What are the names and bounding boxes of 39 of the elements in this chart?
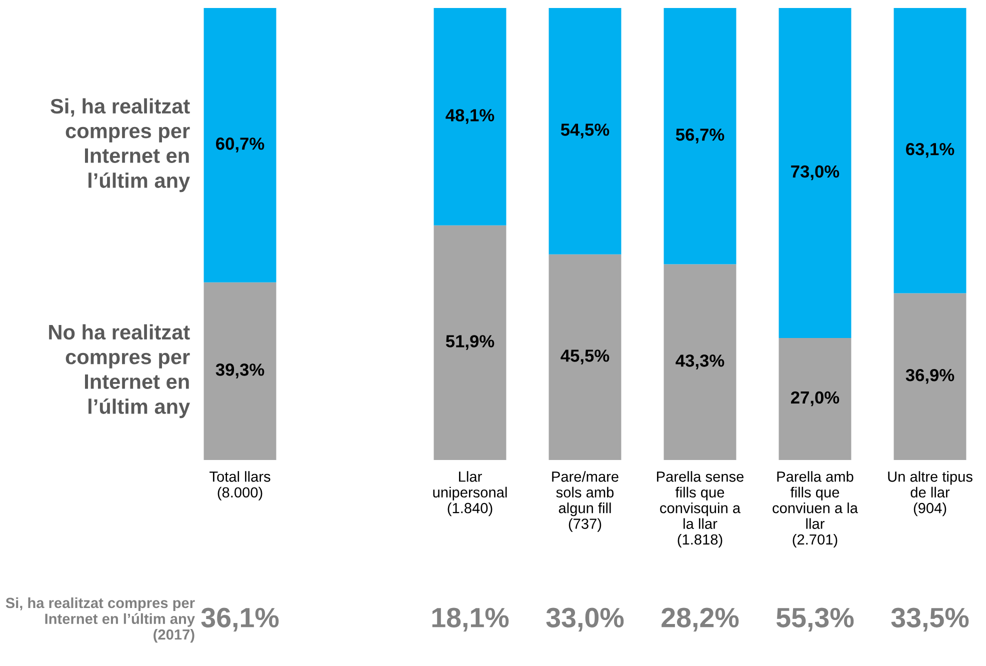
x-tick-label: Total llars (8.000) bbox=[210, 471, 270, 500]
data-label: 48,1% bbox=[446, 109, 494, 124]
text: 18,1% bbox=[432, 608, 509, 632]
data-label: 56,7% bbox=[676, 128, 724, 144]
bar bbox=[894, 8, 966, 294]
text: 33,0% bbox=[546, 608, 624, 632]
bar bbox=[434, 225, 506, 460]
data-label: 54,5% bbox=[560, 124, 610, 138]
bar bbox=[894, 293, 966, 460]
bar bbox=[434, 8, 506, 226]
series-label: No ha realitzat compres per Internet en l’últim any bbox=[49, 324, 190, 418]
bar bbox=[204, 282, 276, 460]
text: 36,1% bbox=[201, 608, 279, 632]
bar bbox=[664, 264, 736, 460]
series-label: Si, ha realitzat compres per Internet en l’últim any bbox=[50, 98, 190, 192]
x-tick-label: Un altre tipus de llar (904) bbox=[888, 471, 972, 516]
x-tick-label: Pare/mare sols amb algun fill (737) bbox=[552, 471, 618, 532]
data-label: 63,1% bbox=[906, 142, 954, 158]
bar bbox=[778, 8, 852, 338]
text: 55,3% bbox=[776, 608, 854, 632]
text: Si, ha realitzat compres per Internet en l’últim any (2017) bbox=[6, 597, 195, 643]
bar bbox=[548, 254, 622, 460]
data-label: 43,3% bbox=[676, 354, 724, 370]
data-label: 27,0% bbox=[790, 391, 840, 406]
bar bbox=[204, 8, 276, 282]
data-label: 51,9% bbox=[446, 335, 494, 350]
text: 28,2% bbox=[662, 608, 739, 632]
bar bbox=[778, 338, 852, 460]
data-label: 60,7% bbox=[216, 138, 264, 152]
text: 33,5% bbox=[891, 608, 969, 632]
data-label: 36,9% bbox=[906, 368, 954, 384]
x-tick-label: Parella amb fills que conviuen a la llar (2.701) bbox=[772, 471, 858, 548]
bar bbox=[548, 8, 622, 254]
x-tick-label: Llar unipersonal (1.840) bbox=[433, 471, 507, 516]
bar bbox=[664, 8, 736, 264]
x-tick-label: Parella sense fills que convisquin a la llar (1.818) bbox=[657, 471, 744, 548]
data-label: 39,3% bbox=[216, 364, 264, 378]
data-label: 45,5% bbox=[560, 350, 610, 364]
data-label: 73,0% bbox=[791, 165, 840, 180]
